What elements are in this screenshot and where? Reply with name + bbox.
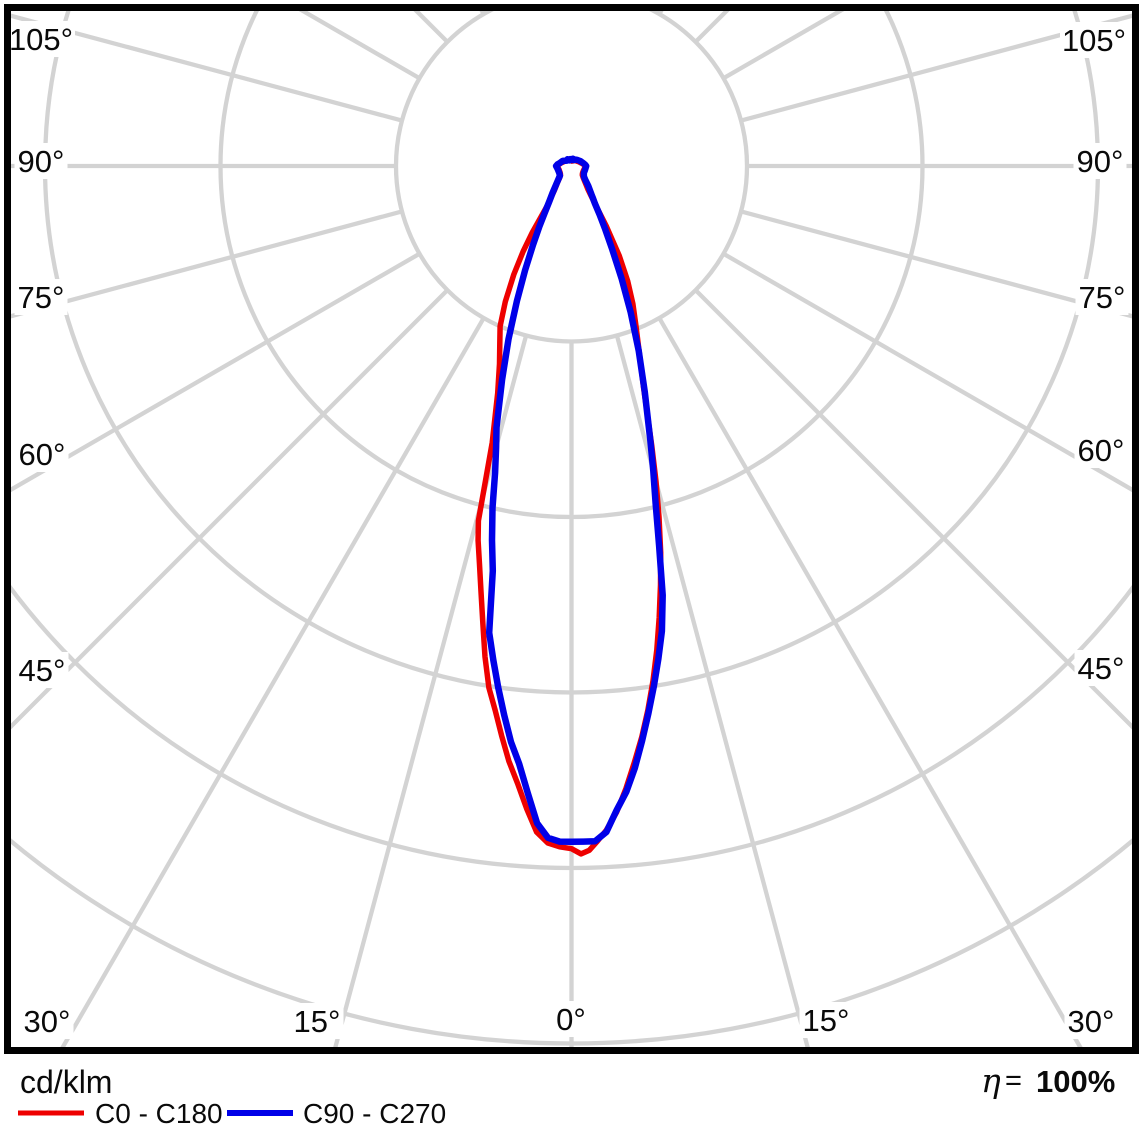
angle-label-bg bbox=[14, 279, 68, 315]
angle-label-bg bbox=[15, 436, 69, 472]
polar-spoke bbox=[8, 209, 403, 320]
legend-label-c0-c180: C0 - C180 bbox=[95, 1098, 223, 1129]
angle-label: 90° bbox=[1077, 144, 1124, 179]
angle-label-bg bbox=[1073, 143, 1127, 179]
angle-label: 30° bbox=[1068, 1004, 1115, 1039]
angle-label: 105° bbox=[9, 22, 73, 57]
angle-label: 30° bbox=[24, 1004, 71, 1039]
polar-spoke bbox=[657, 316, 1085, 1050]
legend-label-c90-c270: C90 - C270 bbox=[303, 1098, 446, 1129]
polar-spoke bbox=[722, 251, 1135, 494]
angle-label-bg bbox=[15, 652, 69, 688]
angle-label: 15° bbox=[803, 1003, 850, 1038]
efficiency-equals: = bbox=[1005, 1065, 1022, 1097]
efficiency-readout: η = 100% bbox=[981, 1061, 1115, 1100]
legend: C0 - C180 C90 - C270 bbox=[18, 1098, 446, 1129]
polar-spoke bbox=[740, 209, 1135, 320]
chart-border bbox=[4, 4, 1139, 1054]
angle-label-bg bbox=[14, 143, 68, 179]
angle-label-bg bbox=[1074, 650, 1128, 686]
radial-unit-label: cd/klm bbox=[20, 1064, 112, 1100]
angle-label-bg bbox=[552, 1001, 590, 1037]
angle-label: 75° bbox=[18, 280, 65, 315]
angle-label-bg bbox=[1074, 432, 1128, 468]
polar-spoke bbox=[694, 288, 1135, 733]
polar-spoke bbox=[8, 12, 403, 123]
efficiency-symbol: η bbox=[981, 1061, 1001, 1100]
angle-label: 60° bbox=[19, 437, 66, 472]
angle-label-bg bbox=[1060, 22, 1128, 58]
angle-label: 45° bbox=[1078, 651, 1125, 686]
polar-spoke bbox=[8, 251, 421, 494]
angle-label: 105° bbox=[1062, 23, 1126, 58]
angle-label: 75° bbox=[1079, 280, 1126, 315]
angle-label-bg bbox=[7, 21, 75, 57]
efficiency-value: 100% bbox=[1036, 1064, 1115, 1099]
angle-label: 45° bbox=[19, 653, 66, 688]
curve-c90-c270 bbox=[485, 155, 666, 845]
polar-spoke bbox=[58, 316, 486, 1050]
angle-label: 90° bbox=[18, 144, 65, 179]
angle-labels: 105° 90° 75° 60° 45° 105° 90° 75° 60° 45° 30° 15° 0°… bbox=[7, 21, 1129, 1039]
angle-label-bg bbox=[1064, 1003, 1118, 1039]
polar-ring bbox=[393, 8, 750, 344]
polar-spoke bbox=[740, 12, 1135, 123]
angle-label: 60° bbox=[1078, 433, 1125, 468]
angle-label-bg bbox=[20, 1003, 74, 1039]
angle-label-bg bbox=[1075, 279, 1129, 315]
polar-spoke bbox=[8, 288, 449, 733]
angle-label-bg bbox=[799, 1002, 853, 1038]
angle-label: 0° bbox=[556, 1002, 586, 1037]
angle-label-bg bbox=[290, 1003, 344, 1039]
angle-label: 15° bbox=[294, 1004, 341, 1039]
intensity-curves bbox=[475, 155, 666, 857]
